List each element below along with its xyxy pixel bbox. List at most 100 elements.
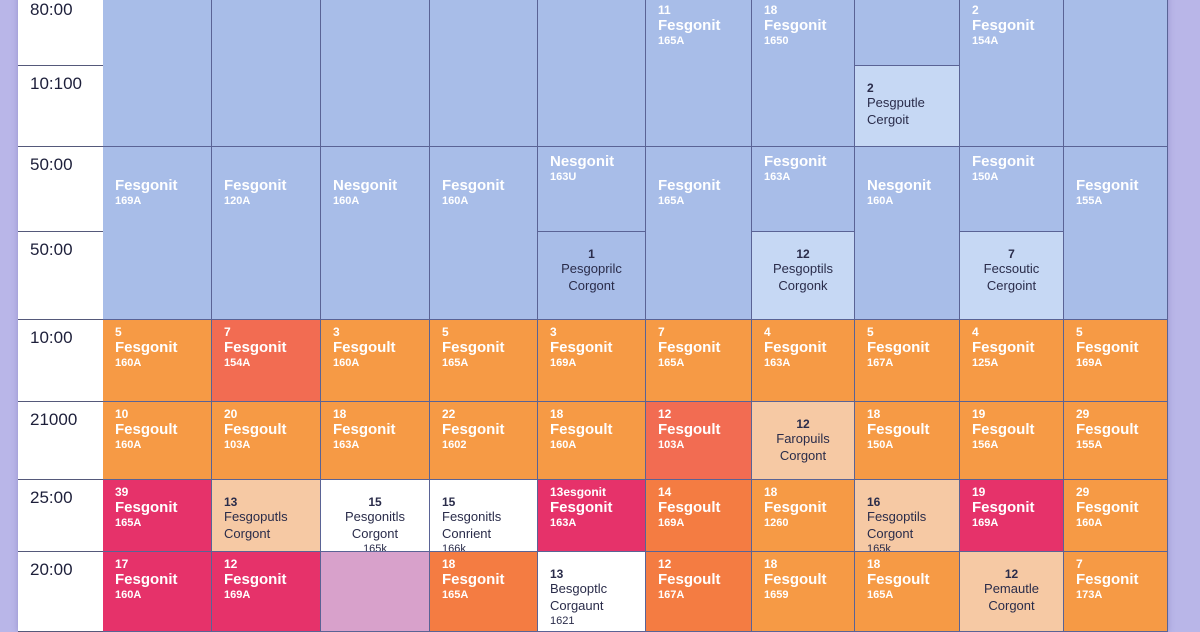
- empty-slot[interactable]: [430, 0, 538, 147]
- event-card[interactable]: 12 Fesgonit 169A: [212, 552, 321, 632]
- event-capacity: 163A: [764, 171, 791, 183]
- event-title: Besgoptlc: [550, 581, 608, 596]
- event-capacity: 169A: [550, 357, 577, 369]
- event-title: Fesgonit: [764, 339, 827, 356]
- event-capacity: 160A: [115, 357, 142, 369]
- event-card[interactable]: 15 Fesgonitls Conrient 166k: [430, 480, 538, 552]
- event-title: Pesgoprilc: [561, 261, 622, 276]
- event-card[interactable]: 15 Pesgonitls Corgont 165k: [321, 480, 430, 552]
- event-capacity: 155A: [1076, 439, 1103, 451]
- event-number: 11: [658, 3, 671, 17]
- event-number: 7: [1076, 557, 1083, 571]
- empty-slot[interactable]: [855, 0, 960, 66]
- event-card[interactable]: 2 Pesgputle Cergoit: [855, 66, 960, 147]
- event-card[interactable]: 3 Fesgonit 169A: [538, 320, 646, 402]
- event-card[interactable]: 7 Fesgonit 173A: [1064, 552, 1168, 632]
- event-card[interactable]: 2 Fesgonit 154A: [960, 0, 1064, 147]
- event-card[interactable]: 4 Fesgonit 163A: [752, 320, 855, 402]
- event-number: 18: [867, 407, 881, 421]
- event-title: Fesgonit: [658, 339, 721, 356]
- event-card[interactable]: 12 Pemautle Corgont: [960, 552, 1064, 632]
- event-title: Fesgonit: [658, 177, 721, 194]
- event-card[interactable]: Fesgonit 150A: [960, 147, 1064, 232]
- event-title: Fesgonit: [550, 499, 613, 516]
- event-card[interactable]: Fesgonit 160A: [430, 147, 538, 320]
- event-card[interactable]: Nesgonit 160A: [855, 147, 960, 320]
- event-card[interactable]: 22 Fesgonit 1602: [430, 402, 538, 480]
- event-capacity: 154A: [224, 357, 251, 369]
- event-card[interactable]: 3 Fesgoult 160A: [321, 320, 430, 402]
- event-card[interactable]: 18 Fesgoult 150A: [855, 402, 960, 480]
- event-card[interactable]: 7 Fecsoutic Cergoint: [960, 232, 1064, 320]
- empty-slot[interactable]: [212, 0, 321, 147]
- event-card[interactable]: 5 Fesgonit 167A: [855, 320, 960, 402]
- event-card[interactable]: 18 Fesgoult 165A: [855, 552, 960, 632]
- event-capacity: 169A: [658, 517, 685, 529]
- event-card[interactable]: Fesgonit 155A: [1064, 147, 1168, 320]
- event-card[interactable]: 39 Fesgonit 165A: [103, 480, 212, 552]
- event-number: 17: [115, 557, 129, 571]
- event-card[interactable]: 11 Fesgonit 165A: [646, 0, 752, 147]
- event-card[interactable]: 18 Fesgonit 163A: [321, 402, 430, 480]
- event-card[interactable]: 4 Fesgonit 125A: [960, 320, 1064, 402]
- event-number: 18: [764, 557, 778, 571]
- event-number: 2: [972, 3, 979, 17]
- event-number: 18: [442, 557, 456, 571]
- event-number: 18: [550, 407, 564, 421]
- empty-slot[interactable]: [538, 0, 646, 147]
- event-card[interactable]: 12 Fesgoult 167A: [646, 552, 752, 632]
- empty-slot[interactable]: [103, 0, 212, 147]
- event-card[interactable]: 18 Fesgoult 160A: [538, 402, 646, 480]
- event-card[interactable]: Fesgonit 120A: [212, 147, 321, 320]
- event-capacity: 165A: [442, 357, 469, 369]
- event-number: 10: [115, 407, 129, 421]
- event-card[interactable]: 12 Faropuils Corgont: [752, 402, 855, 480]
- event-card[interactable]: 14 Fesgoult 169A: [646, 480, 752, 552]
- event-card[interactable]: 19 Fesgonit 169A: [960, 480, 1064, 552]
- event-capacity: 163A: [550, 517, 577, 529]
- event-card[interactable]: 17 Fesgonit 160A: [103, 552, 212, 632]
- event-title: Fesgoult: [333, 339, 396, 356]
- event-card[interactable]: 7 Fesgonit 165A: [646, 320, 752, 402]
- event-card[interactable]: 20 Fesgoult 103A: [212, 402, 321, 480]
- event-card[interactable]: Fesgonit 163A: [752, 147, 855, 232]
- event-number: 3: [333, 325, 340, 339]
- event-card[interactable]: 18 Fesgonit 1260: [752, 480, 855, 552]
- event-number: 7: [224, 325, 231, 339]
- event-capacity: 169A: [972, 517, 999, 529]
- event-card[interactable]: 12 Pesgoptils Corgonk: [752, 232, 855, 320]
- event-card[interactable]: 5 Fesgonit 160A: [103, 320, 212, 402]
- event-card[interactable]: 29 Fesgonit 160A: [1064, 480, 1168, 552]
- event-number: 18: [867, 557, 881, 571]
- empty-slot[interactable]: [321, 0, 430, 147]
- event-title: Fesgoult: [658, 571, 721, 588]
- event-card[interactable]: 10 Fesgoult 160A: [103, 402, 212, 480]
- event-card[interactable]: 13 Fesgoputls Corgont: [212, 480, 321, 552]
- event-card[interactable]: Fesgonit 169A: [103, 147, 212, 320]
- event-card[interactable]: Fesgonit 165A: [646, 147, 752, 320]
- event-subtitle: Corgont: [351, 526, 399, 541]
- time-label: 25:00: [18, 480, 103, 552]
- empty-slot[interactable]: [1064, 0, 1168, 147]
- event-card[interactable]: 5 Fesgonit 165A: [430, 320, 538, 402]
- event-title: Fesgoult: [658, 499, 721, 516]
- event-card[interactable]: 12 Fesgoult 103A: [646, 402, 752, 480]
- event-card[interactable]: 13 Besgoptlc Corgaunt 1621: [538, 552, 646, 632]
- event-card[interactable]: 5 Fesgonit 169A: [1064, 320, 1168, 402]
- event-card[interactable]: Nesgonit 163U: [538, 147, 646, 232]
- event-card[interactable]: 13esgonit Fesgonit 163A: [538, 480, 646, 552]
- event-card[interactable]: 18 Fesgoult 1659: [752, 552, 855, 632]
- event-card[interactable]: 19 Fesgoult 156A: [960, 402, 1064, 480]
- event-card[interactable]: Nesgonit 160A: [321, 147, 430, 320]
- empty-slot[interactable]: [321, 552, 430, 632]
- event-title: Fesgonit: [115, 339, 178, 356]
- event-title: Nesgonit: [867, 177, 932, 194]
- event-number: 5: [1076, 325, 1083, 339]
- event-title: Fesgoult: [764, 571, 827, 588]
- event-card[interactable]: 18 Fesgonit 165A: [430, 552, 538, 632]
- event-card[interactable]: 1 Pesgoprilc Corgont: [538, 232, 646, 320]
- event-card[interactable]: 29 Fesgoult 155A: [1064, 402, 1168, 480]
- event-card[interactable]: 7 Fesgonit 154A: [212, 320, 321, 402]
- event-card[interactable]: 16 Fesgoptils Corgont 165k: [855, 480, 960, 552]
- event-card[interactable]: 18 Fesgonit 1650: [752, 0, 855, 147]
